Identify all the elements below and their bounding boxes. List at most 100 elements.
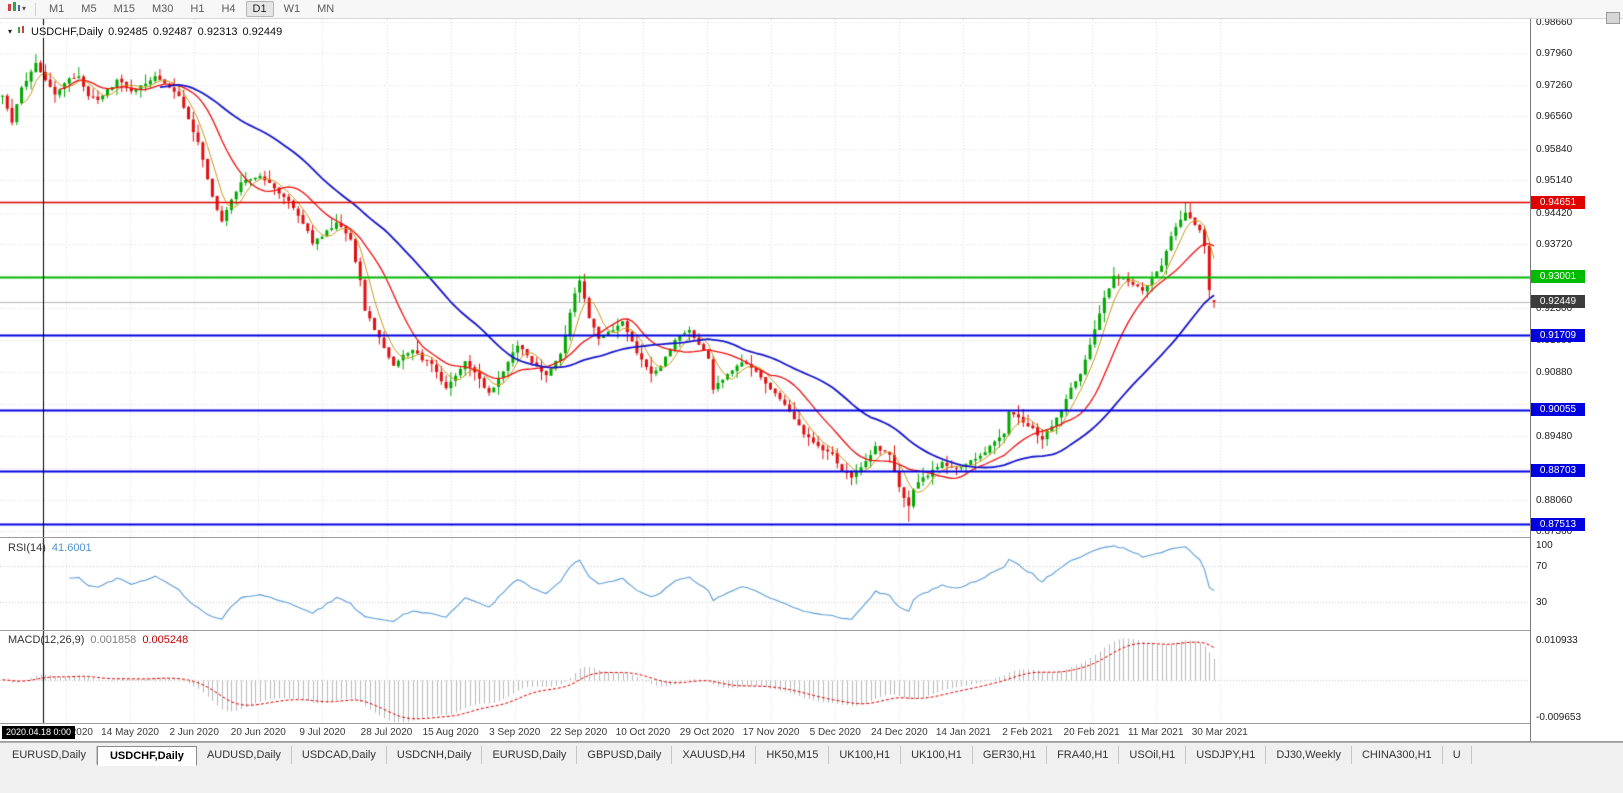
panel-separator[interactable]	[0, 537, 1623, 538]
current-price-badge: 0.92449	[1531, 295, 1585, 309]
chart-title: ▾ USDCHF,Daily 0.92485 0.92487 0.92313 0…	[6, 25, 285, 38]
date-axis-label: 22 Sep 2020	[550, 727, 608, 738]
symbol-tab-china300-h1[interactable]: CHINA300,H1	[1352, 746, 1443, 764]
toolbar-separator	[35, 2, 37, 16]
rsi-name: RSI(14)	[8, 542, 46, 554]
ohlc-high-value: 0.92487	[152, 25, 193, 38]
price-axis-tick: 0.96560	[1536, 111, 1573, 123]
timeframe-toolbar: M1 M5 M15 M30 H1 H4 D1 W1 MN	[42, 1, 341, 17]
chart-window-icon	[17, 25, 26, 38]
chart-symbol-period: USDCHF,Daily	[31, 25, 104, 38]
rsi-level-label: 70	[1536, 560, 1548, 572]
symbol-tab-hk50-m15[interactable]: HK50,M15	[756, 746, 830, 764]
symbol-tab-gbpusd-daily[interactable]: GBPUSD,Daily	[577, 746, 673, 764]
crosshair-date-badge: 2020.04.18 0:00	[2, 726, 76, 739]
symbol-tab-eurusd-daily[interactable]: EURUSD,Daily	[2, 746, 97, 764]
timeframe-button-mn[interactable]: MN	[317, 3, 335, 15]
symbol-tab-usdchf-daily[interactable]: USDCHF,Daily	[96, 746, 197, 766]
timeframe-button-h4[interactable]: H4	[221, 3, 236, 15]
macd-name: MACD(12,26,9)	[8, 634, 85, 646]
rsi-value: 41.6001	[51, 542, 92, 554]
macd-indicator-canvas[interactable]	[0, 631, 1530, 723]
date-axis-label: 10 Oct 2020	[615, 727, 671, 738]
macd-signal-value: 0.005248	[142, 634, 189, 646]
rsi-indicator-canvas[interactable]	[0, 538, 1530, 630]
timeframe-button-h1[interactable]: H1	[190, 3, 205, 15]
panel-separator	[0, 741, 1623, 742]
panel-separator[interactable]	[0, 630, 1623, 631]
timeframe-button-m30[interactable]: M30	[151, 3, 174, 15]
date-axis-label: 29 Oct 2020	[679, 727, 735, 738]
rsi-level-label: 100	[1536, 540, 1553, 551]
date-axis-label: 14 Jan 2021	[935, 727, 991, 738]
chart-tab-bar: EURUSD,Daily USDCHF,Daily AUDUSD,Daily USDC…	[0, 742, 1623, 793]
date-axis[interactable]: 30 Mar 2021 11 Mar 2021 20 Feb 2021 2 Feb 2…	[0, 724, 1530, 741]
date-axis-label: 20 Feb 2021	[1063, 727, 1120, 738]
timeframe-button-m1[interactable]: M1	[49, 3, 65, 15]
price-axis-tick: 0.95140	[1536, 175, 1573, 187]
timeframe-button-m15[interactable]: M15	[113, 3, 135, 15]
chart-type-button[interactable]: ▾	[4, 0, 29, 19]
price-axis-tick: 0.98660	[1536, 19, 1573, 28]
chart-menu-icon[interactable]: ▾	[8, 27, 13, 36]
symbol-tab-usdcnh-daily[interactable]: USDCNH,Daily	[387, 746, 483, 764]
hline-price-badge: 0.88703	[1531, 464, 1585, 478]
macd-axis-min-label: -0.009653	[1536, 712, 1582, 723]
chevron-down-icon: ▾	[22, 4, 27, 13]
price-axis-tick: 0.94420	[1536, 207, 1573, 219]
date-axis-label: 11 Mar 2021	[1127, 727, 1184, 738]
symbol-tab-uk100-h1[interactable]: UK100,H1	[829, 746, 902, 764]
macd-main-value: 0.001858	[90, 634, 137, 646]
price-axis-tick: 0.87360	[1536, 526, 1573, 538]
date-axis-label: 30 Mar 2021	[1191, 727, 1248, 738]
symbol-tab-eurusd-daily[interactable]: EURUSD,Daily	[482, 746, 578, 764]
price-axis[interactable]: 0.010933 -0.009653 0.98660 0.97960 0.97260…	[1530, 19, 1623, 741]
hline-price-badge: 0.94651	[1531, 195, 1585, 209]
timeframe-button-m5[interactable]: M5	[81, 3, 97, 15]
hline-price-badge: 0.90055	[1531, 403, 1585, 417]
price-axis-tick: 0.97960	[1536, 48, 1573, 60]
symbol-tab-usoil-h1[interactable]: USOil,H1	[1119, 746, 1187, 764]
symbol-tab-u[interactable]: U	[1443, 746, 1472, 764]
macd-axis-max-label: 0.010933	[1536, 635, 1578, 646]
price-axis-tick: 0.95840	[1536, 143, 1573, 155]
ohlc-open-value: 0.92485	[108, 25, 148, 38]
date-axis-label: 24 Dec 2020	[870, 727, 928, 738]
price-axis-tick: 0.93720	[1536, 239, 1573, 251]
symbol-tab-uk100-h1[interactable]: UK100,H1	[901, 746, 973, 764]
symbol-tab-ger30-h1[interactable]: GER30,H1	[973, 746, 1048, 764]
macd-indicator-label: MACD(12,26,9) 0.001858 0.005248	[8, 634, 188, 646]
timeframe-button-w1[interactable]: W1	[283, 3, 301, 15]
price-axis-tick: 0.97260	[1536, 79, 1573, 91]
timeframe-button-d1[interactable]: D1	[245, 1, 274, 17]
date-axis-label: 5 Dec 2020	[809, 727, 861, 738]
chart-scroll-button[interactable]	[1606, 12, 1620, 24]
date-axis-label: 14 May 2020	[101, 727, 160, 738]
date-axis-label: 15 Aug 2020	[422, 727, 479, 738]
symbol-tab-audusd-daily[interactable]: AUDUSD,Daily	[197, 746, 292, 764]
date-axis-label: 3 Sep 2020	[489, 727, 541, 738]
top-toolbar: ▾ M1 M5 M15 M30 H1 H4 D1 W1 MN	[0, 0, 1623, 19]
panel-separator	[0, 723, 1623, 724]
rsi-level-label: 30	[1536, 597, 1548, 609]
hline-price-badge: 0.91709	[1531, 328, 1585, 342]
price-axis-tick: 0.90880	[1536, 367, 1573, 379]
symbol-tab-dj30-weekly[interactable]: DJ30,Weekly	[1266, 746, 1352, 764]
symbol-tab-usdjpy-h1[interactable]: USDJPY,H1	[1186, 746, 1267, 764]
price-axis-tick: 0.92300	[1536, 303, 1573, 315]
date-axis-label: 28 Jul 2020	[360, 727, 413, 738]
symbol-tab-fra40-h1[interactable]: FRA40,H1	[1047, 746, 1120, 764]
date-axis-label: 2 Feb 2021	[1002, 727, 1053, 738]
ohlc-low-value: 0.92313	[197, 25, 238, 38]
chart-type-icon	[7, 0, 21, 18]
main-price-chart-canvas[interactable]	[0, 19, 1530, 537]
price-axis-tick: 0.88060	[1536, 494, 1573, 506]
symbol-tab-usdcad-daily[interactable]: USDCAD,Daily	[292, 746, 387, 764]
date-axis-label: 20 Jun 2020	[230, 727, 286, 738]
date-axis-label: 17 Nov 2020	[742, 727, 800, 738]
hline-price-badge: 0.93001	[1531, 270, 1585, 284]
hline-price-badge: 0.87513	[1531, 517, 1585, 531]
ohlc-close-value: 0.92449	[242, 25, 283, 38]
symbol-tab-xauusd-h4[interactable]: XAUUSD,H4	[672, 746, 757, 764]
